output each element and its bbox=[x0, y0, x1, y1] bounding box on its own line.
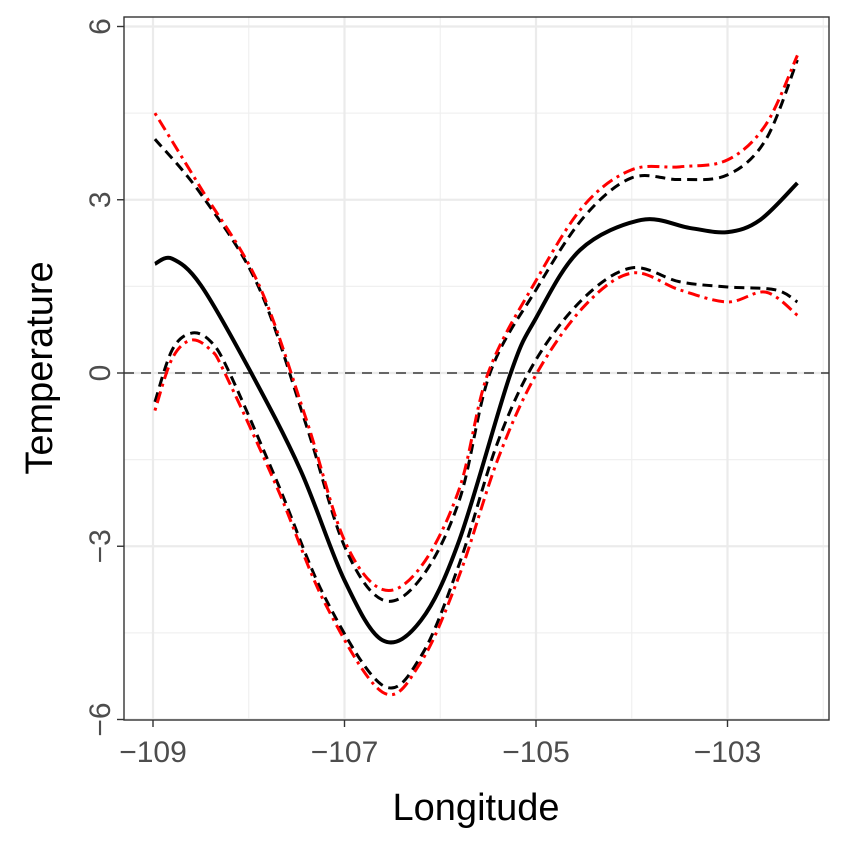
series-group bbox=[153, 54, 799, 697]
y-tick-label: 0 bbox=[84, 365, 117, 382]
x-tick-label: −109 bbox=[119, 736, 187, 769]
x-tick-label: −103 bbox=[694, 736, 762, 769]
series-line-4-dotdash bbox=[153, 271, 799, 697]
series-line-2-dashed bbox=[153, 266, 799, 690]
x-axis: −109 −107 −105 −103 bbox=[119, 720, 761, 769]
series-line-1-dashed bbox=[153, 59, 799, 603]
y-tick-label: −6 bbox=[84, 702, 117, 736]
y-tick-label: 3 bbox=[84, 191, 117, 208]
y-tick-label: −3 bbox=[84, 529, 117, 563]
y-axis-label: Temperature bbox=[19, 261, 61, 474]
grid bbox=[124, 17, 829, 721]
x-tick-label: −107 bbox=[311, 736, 379, 769]
y-tick-label: 6 bbox=[84, 18, 117, 35]
series-line-0-solid bbox=[154, 181, 799, 645]
x-tick-label: −105 bbox=[502, 736, 570, 769]
panel-border bbox=[123, 16, 830, 721]
x-axis-label: Longitude bbox=[393, 787, 560, 829]
series-line-3-dotdash bbox=[153, 54, 799, 593]
y-axis: −6 −3 0 3 6 bbox=[84, 18, 124, 737]
